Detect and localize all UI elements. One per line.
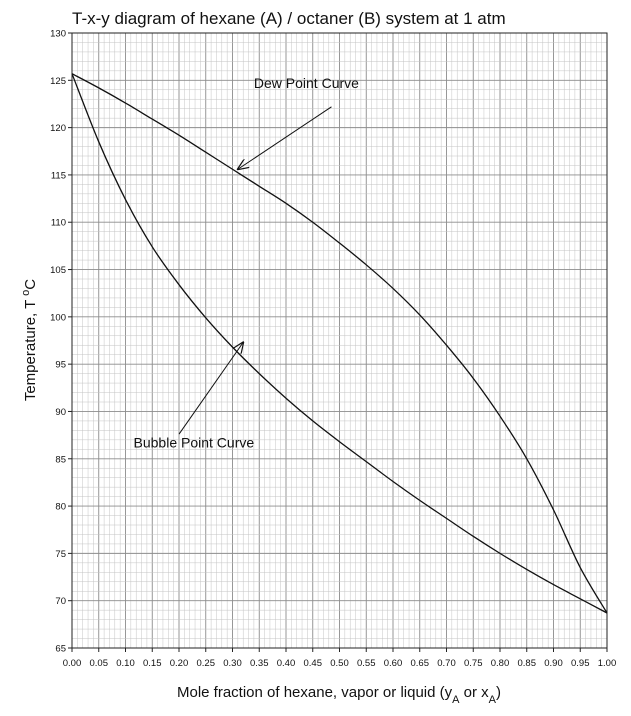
y-tick-label: 80 bbox=[55, 502, 66, 513]
x-tick-label: 0.10 bbox=[116, 658, 135, 669]
x-tick-label: 0.30 bbox=[223, 658, 242, 669]
y-tick-label: 70 bbox=[55, 596, 66, 607]
x-tick-label: 0.60 bbox=[384, 658, 403, 669]
x-tick-label: 0.65 bbox=[411, 658, 430, 669]
y-tick-label: 130 bbox=[50, 29, 66, 40]
x-tick-label: 0.75 bbox=[464, 658, 483, 669]
x-tick-label: 0.05 bbox=[90, 658, 109, 669]
y-tick-label: 115 bbox=[51, 170, 66, 181]
x-tick-label: 0.50 bbox=[330, 658, 349, 669]
y-tick-label: 65 bbox=[55, 644, 66, 655]
chart-grid bbox=[71, 32, 608, 649]
chart-title: T-x-y diagram of hexane (A) / octaner (B… bbox=[72, 9, 506, 28]
y-tick-label: 95 bbox=[55, 360, 66, 371]
y-tick-label: 110 bbox=[51, 218, 66, 229]
x-tick-label: 0.25 bbox=[197, 658, 216, 669]
x-axis-label: Mole fraction of hexane, vapor or liquid… bbox=[177, 684, 501, 706]
chart-annotations: Dew Point Curve Bubble Point Curve bbox=[134, 75, 360, 451]
x-tick-label: 0.90 bbox=[544, 658, 563, 669]
bubble-point-curve-label: Bubble Point Curve bbox=[134, 434, 255, 450]
y-tick-label: 120 bbox=[50, 123, 66, 134]
x-tick-label: 1.00 bbox=[598, 658, 617, 669]
bubble-point-curve-line bbox=[71, 73, 608, 614]
y-tick-label: 85 bbox=[55, 454, 66, 465]
x-tick-label: 0.85 bbox=[518, 658, 537, 669]
x-tick-label: 0.00 bbox=[63, 658, 82, 669]
x-tick-label: 0.45 bbox=[304, 658, 323, 669]
y-tick-label: 100 bbox=[50, 312, 66, 323]
y-axis-label: Temperature, T oC bbox=[20, 279, 39, 401]
x-axis-ticks: 0.00 0.05 0.10 0.15 0.20 0.25 0.30 0.35 0.40 0.45… bbox=[63, 648, 617, 669]
y-axis-ticks: 65 70 75 80 85 90 95 100 105 110 115 120 125 130 bbox=[50, 29, 72, 655]
x-tick-label: 0.20 bbox=[170, 658, 189, 669]
x-tick-label: 0.55 bbox=[357, 658, 376, 669]
bubble-point-curve-arrow bbox=[178, 342, 243, 435]
dew-point-curve-label: Dew Point Curve bbox=[254, 75, 359, 91]
x-tick-label: 0.15 bbox=[143, 658, 162, 669]
x-tick-label: 0.70 bbox=[437, 658, 456, 669]
y-tick-label: 125 bbox=[50, 76, 66, 87]
x-tick-label: 0.80 bbox=[491, 658, 510, 669]
chart-series bbox=[71, 73, 608, 614]
y-tick-label: 75 bbox=[55, 549, 66, 560]
dew-point-curve-line bbox=[71, 73, 608, 614]
dew-point-curve-arrow bbox=[238, 106, 332, 169]
y-tick-label: 105 bbox=[50, 265, 66, 276]
y-tick-label: 90 bbox=[55, 407, 66, 418]
x-tick-label: 0.40 bbox=[277, 658, 296, 669]
x-tick-label: 0.95 bbox=[571, 658, 590, 669]
x-tick-label: 0.35 bbox=[250, 658, 269, 669]
